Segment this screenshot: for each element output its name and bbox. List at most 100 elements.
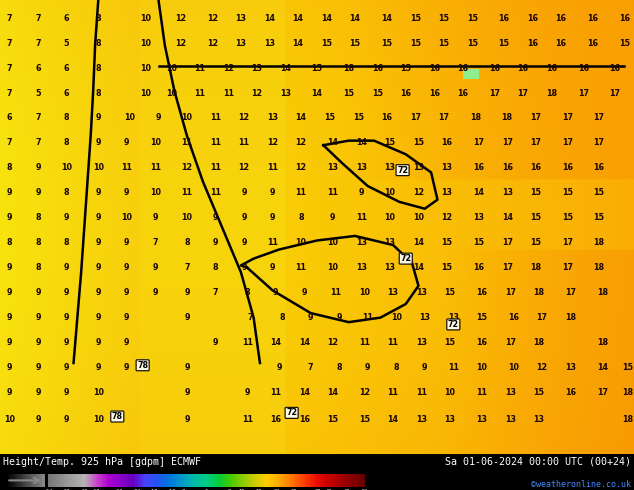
Bar [162, 474, 163, 487]
Bar [275, 474, 277, 487]
Text: 13: 13 [356, 263, 367, 272]
Text: 8: 8 [299, 213, 304, 222]
Bar [210, 474, 211, 487]
Text: 11: 11 [387, 338, 399, 347]
Text: 13: 13 [448, 313, 459, 322]
Text: 13: 13 [416, 415, 427, 424]
Text: 9: 9 [36, 163, 41, 172]
Bar [54, 474, 55, 487]
Text: 13: 13 [476, 415, 488, 424]
Bar [243, 474, 245, 487]
Bar [344, 474, 345, 487]
Bar [158, 474, 159, 487]
Bar [362, 474, 364, 487]
Text: 17: 17 [501, 263, 513, 272]
Bar [254, 474, 256, 487]
Text: 16: 16 [546, 64, 557, 73]
Text: 72: 72 [286, 408, 297, 417]
Text: 13: 13 [356, 238, 367, 247]
Text: 9: 9 [7, 188, 12, 197]
Text: 12: 12 [207, 14, 218, 23]
Bar [144, 474, 146, 487]
Bar [293, 474, 294, 487]
Text: -24: -24 [131, 489, 140, 490]
Bar [325, 474, 327, 487]
Text: 13: 13 [384, 163, 396, 172]
Text: 7: 7 [36, 114, 41, 122]
Text: -18: -18 [148, 489, 158, 490]
Bar [150, 474, 152, 487]
Text: 14: 14 [299, 338, 310, 347]
Bar [163, 474, 164, 487]
Bar [284, 474, 285, 487]
Text: 0: 0 [205, 489, 207, 490]
Text: 11: 11 [359, 338, 370, 347]
Text: 11: 11 [327, 188, 339, 197]
Text: 7: 7 [7, 89, 12, 98]
Bar [285, 474, 287, 487]
Text: 10: 10 [181, 114, 193, 122]
Text: 16: 16 [476, 288, 488, 297]
Text: 15: 15 [467, 14, 478, 23]
Text: 16: 16 [530, 163, 541, 172]
Text: 8: 8 [96, 39, 101, 48]
Text: 9: 9 [96, 363, 101, 372]
Bar [300, 474, 302, 487]
Bar [49, 474, 50, 487]
Bar [195, 474, 197, 487]
Bar [356, 474, 358, 487]
Text: 16: 16 [527, 14, 538, 23]
Text: 13: 13 [441, 188, 453, 197]
Bar [287, 474, 288, 487]
Text: 16: 16 [457, 64, 469, 73]
Bar [55, 474, 56, 487]
Text: 11: 11 [210, 139, 221, 147]
Text: -48: -48 [60, 489, 70, 490]
Bar [198, 474, 200, 487]
Text: 16: 16 [555, 14, 567, 23]
Bar [339, 474, 340, 487]
Text: 13: 13 [565, 363, 576, 372]
Text: 9: 9 [96, 213, 101, 222]
Text: -8: -8 [179, 489, 186, 490]
Text: 10: 10 [140, 64, 152, 73]
Text: 11: 11 [330, 288, 342, 297]
Text: 10: 10 [4, 415, 15, 424]
Text: Sa 01-06-2024 00:00 UTC (00+24): Sa 01-06-2024 00:00 UTC (00+24) [445, 457, 631, 466]
Bar [281, 474, 283, 487]
Bar [342, 474, 344, 487]
Text: 8: 8 [64, 188, 69, 197]
Bar [271, 474, 272, 487]
Bar [219, 474, 220, 487]
Text: 15: 15 [438, 14, 450, 23]
Bar [332, 474, 334, 487]
Text: 10: 10 [384, 213, 396, 222]
Bar [274, 474, 276, 487]
Bar [353, 474, 355, 487]
Text: 14: 14 [387, 415, 399, 424]
Bar [140, 474, 142, 487]
Bar [363, 474, 365, 487]
Text: 17: 17 [501, 139, 513, 147]
Bar [180, 474, 181, 487]
Text: 10: 10 [165, 89, 177, 98]
Text: 9: 9 [96, 338, 101, 347]
Text: 9: 9 [96, 114, 101, 122]
Text: 16: 16 [372, 64, 383, 73]
Text: 7: 7 [7, 139, 12, 147]
Text: 11: 11 [416, 388, 427, 397]
Bar [100, 474, 101, 487]
Bar [80, 474, 81, 487]
Text: -30: -30 [113, 489, 123, 490]
Text: 17: 17 [562, 238, 573, 247]
Bar [197, 474, 199, 487]
Text: 8: 8 [337, 363, 342, 372]
Text: 11: 11 [295, 263, 307, 272]
Text: 11: 11 [150, 163, 161, 172]
Text: 14: 14 [295, 114, 307, 122]
Text: 18: 18 [470, 114, 481, 122]
Text: 17: 17 [410, 114, 421, 122]
Bar [207, 474, 209, 487]
Text: 18: 18 [530, 263, 541, 272]
Bar [114, 474, 116, 487]
